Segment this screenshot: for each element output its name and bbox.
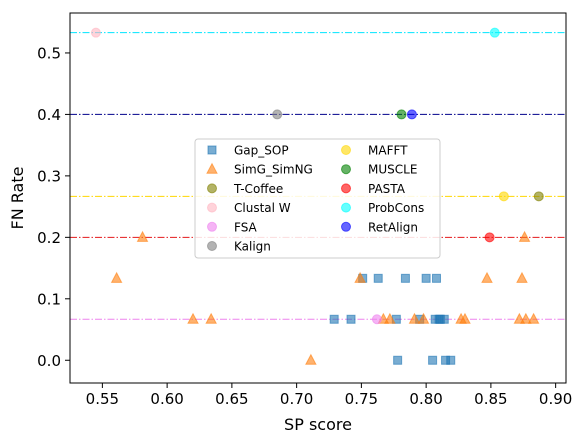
data-point [489,27,500,38]
legend-label: RetAlign [368,220,418,234]
data-point [431,273,441,283]
data-point [484,232,495,243]
data-point [205,312,217,324]
data-point [346,314,356,324]
legend-marker [207,183,217,194]
data-point [110,271,123,283]
data-point [400,273,410,283]
data-point [187,312,199,324]
data-point [520,312,532,324]
legend-marker [341,183,351,194]
data-point [90,27,101,38]
x-tick-label: 0.85 [474,390,507,408]
legend-label: Clustal W [234,201,291,215]
y-tick-label: 0.0 [37,352,61,370]
legend-label: MUSCLE [368,163,417,177]
x-tick-label: 0.75 [345,390,378,408]
data-point [421,273,431,283]
legend-label: FSA [234,220,258,234]
y-tick-label: 0.5 [37,44,61,62]
legend-marker [207,241,217,251]
legend-label: T-Coffee [233,182,283,196]
y-tick-label: 0.2 [37,229,61,247]
data-point [393,355,403,365]
legend: Gap_SOP SimG_SimNG T-Coffee Clustal W FSA Kal… [194,138,441,259]
data-point [518,230,531,242]
data-point [371,314,382,325]
data-point [305,353,317,365]
data-point [439,314,449,324]
legend-marker [207,202,217,213]
x-tick-label: 0.80 [409,390,442,408]
data-point [516,271,528,283]
data-point [272,109,283,120]
legend-label: Gap_SOP [234,144,289,158]
data-points [90,27,544,365]
y-tick-label: 0.1 [37,290,61,308]
legend-box [194,138,441,259]
x-tick-label: 0.70 [280,390,313,408]
x-axis-label: SP score [284,415,352,434]
x-tick-label: 0.90 [539,390,572,408]
data-point [481,271,493,283]
data-point [533,191,544,202]
x-axis-ticks: 0.55 0.60 0.65 0.70 0.75 0.80 0.85 0.90 [86,383,572,408]
data-point [446,355,456,365]
legend-marker [341,145,351,155]
x-tick-label: 0.55 [86,390,119,408]
data-point [417,312,430,324]
data-point [406,109,417,120]
x-tick-label: 0.60 [150,390,183,408]
legend-label: SimG_SimNG [234,163,313,177]
data-point [459,312,471,324]
data-point [373,273,383,283]
legend-label: MAFFT [368,144,408,158]
legend-label: PASTA [368,182,406,196]
legend-label: Kalign [234,240,271,254]
plot-frame [69,12,567,384]
y-tick-label: 0.3 [37,167,61,185]
data-point [498,191,509,202]
legend-label: ProbCons [368,201,424,215]
data-point [136,230,149,242]
data-point [384,312,396,324]
data-point [428,355,438,365]
legend-marker [206,162,218,174]
y-tick-label: 0.4 [37,106,61,124]
data-point [396,109,407,120]
legend-marker [341,164,351,175]
data-point [354,271,366,283]
legend-marker [207,145,217,155]
y-axis-label: FN Rate [8,167,27,230]
x-tick-label: 0.65 [215,390,248,408]
data-point [329,314,339,324]
data-point [408,312,421,324]
legend-marker [341,221,351,232]
y-axis-ticks: 0.0 0.1 0.2 0.3 0.4 0.5 [37,44,70,370]
data-point [527,312,540,324]
legend-marker [341,202,351,213]
legend-marker [207,221,217,232]
